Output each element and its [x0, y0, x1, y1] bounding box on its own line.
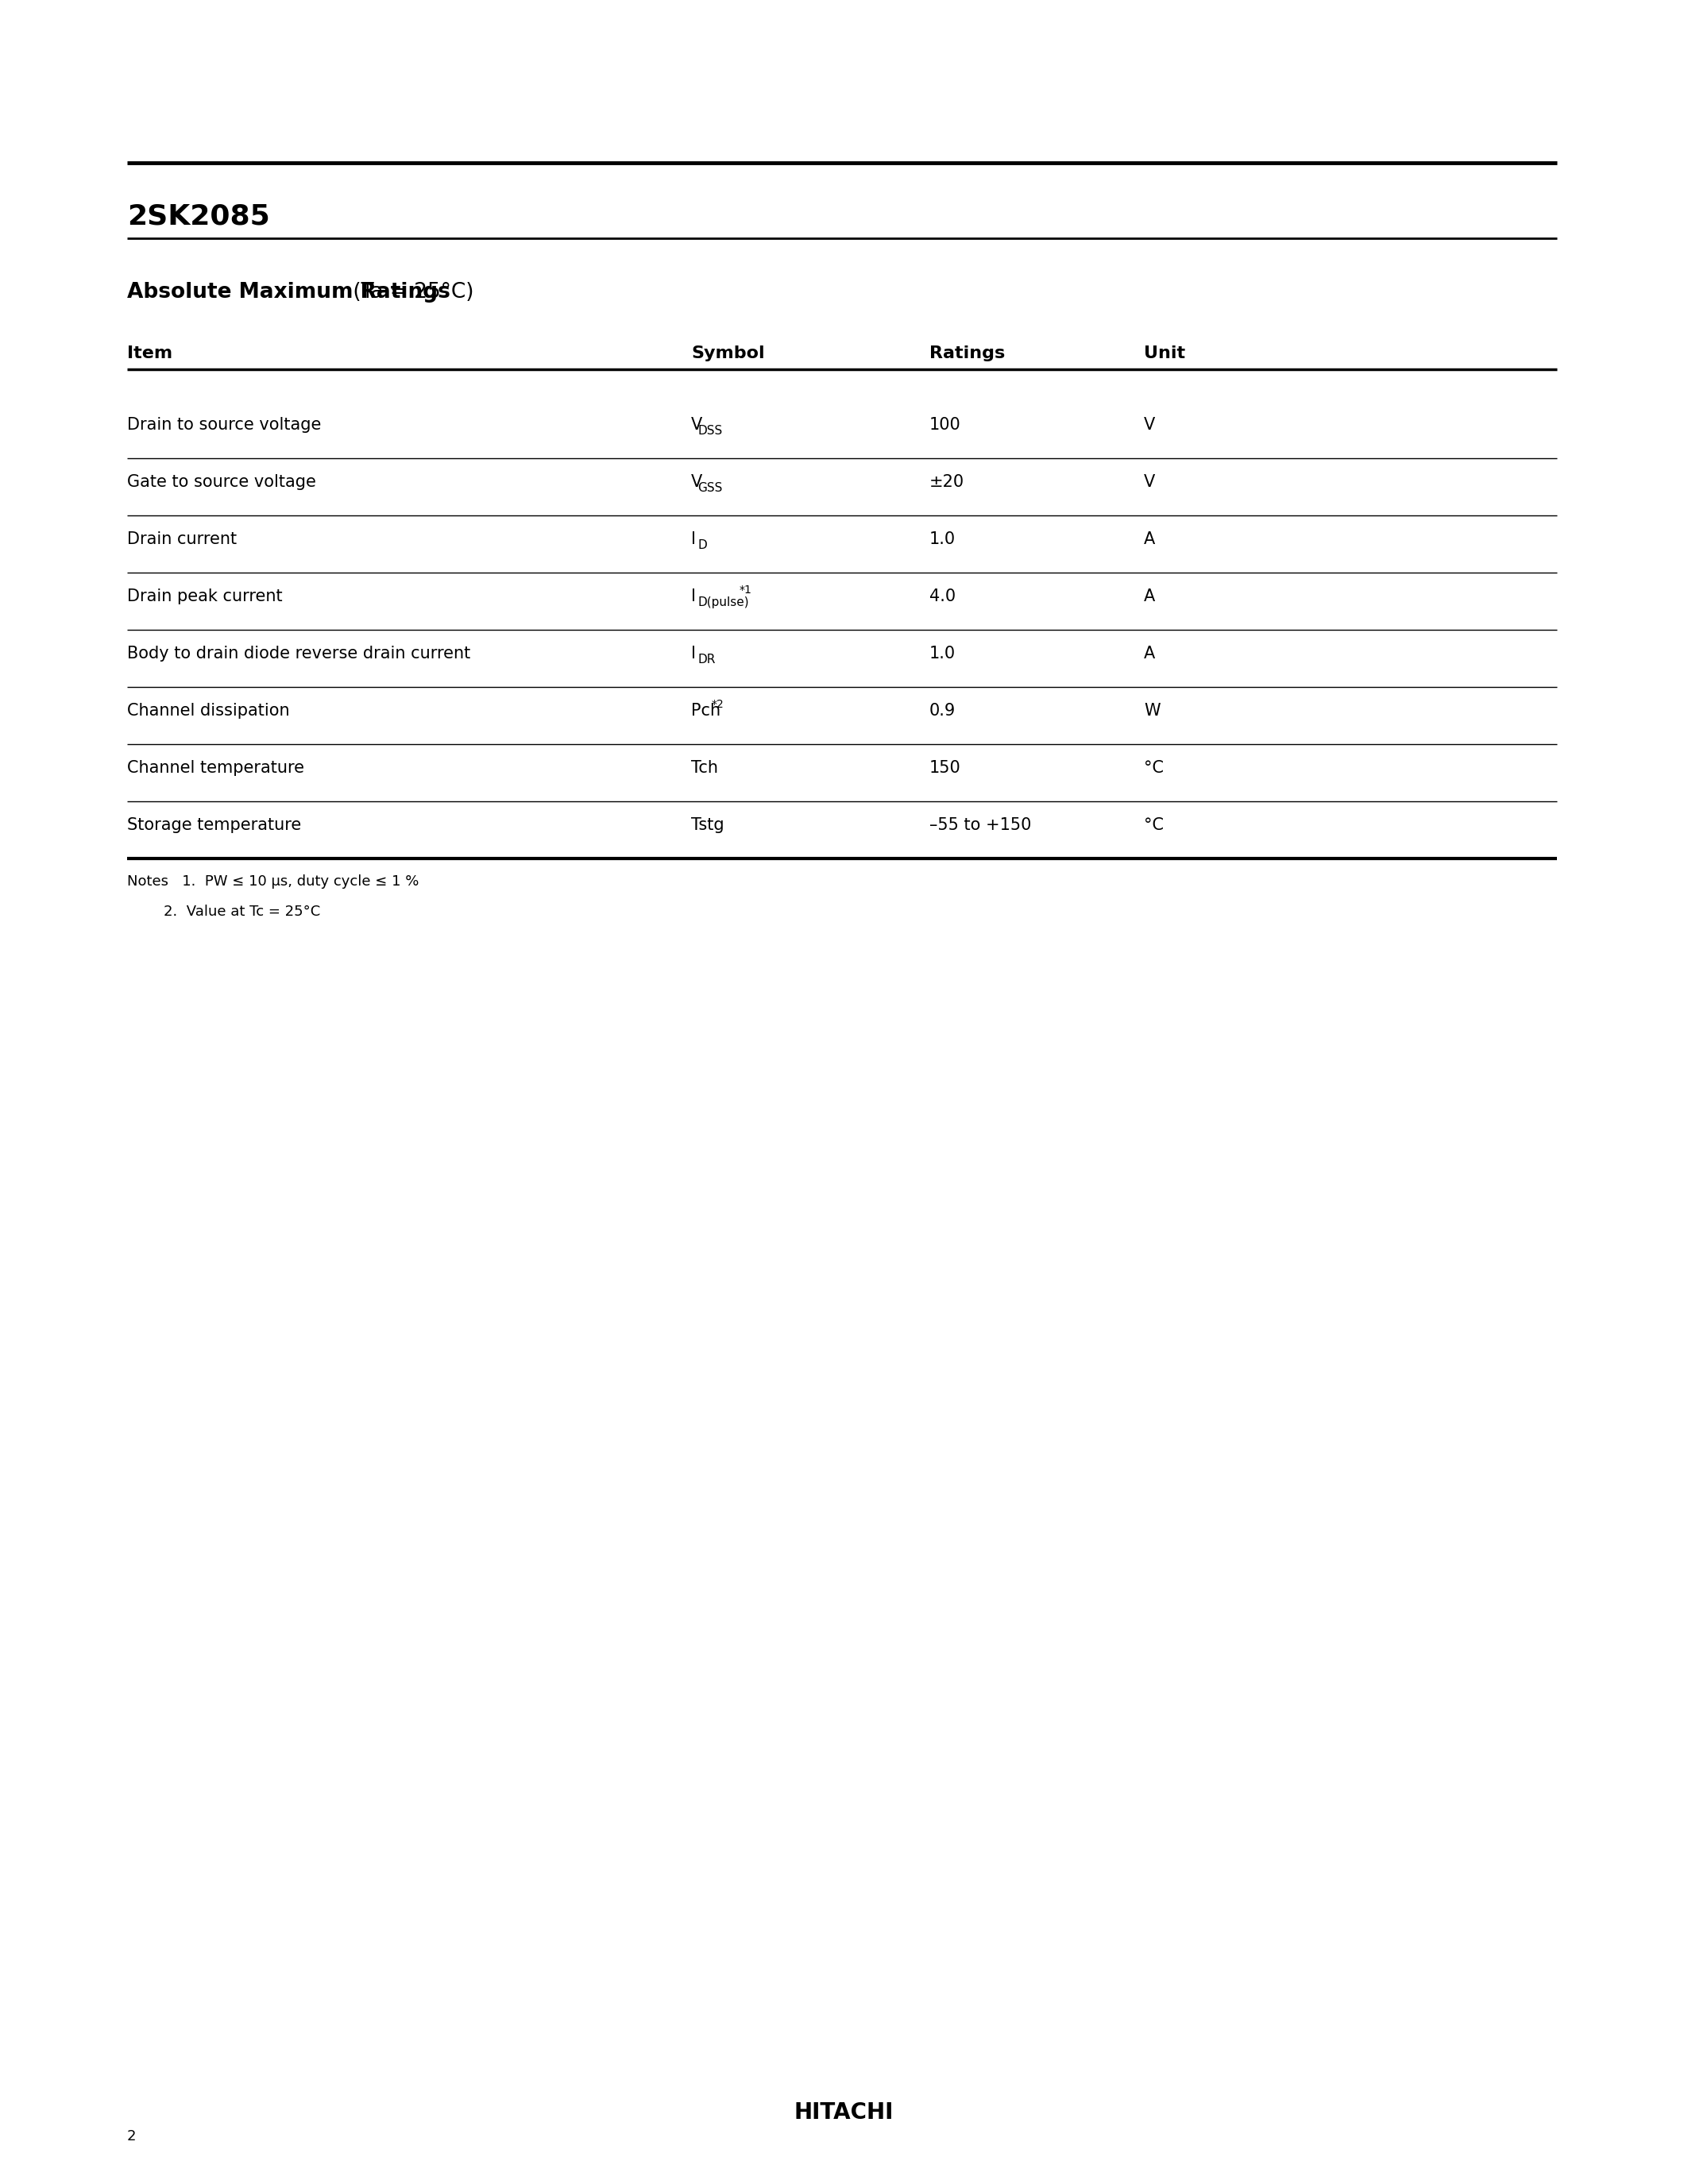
Text: HITACHI: HITACHI — [795, 2101, 895, 2123]
Text: Drain to source voltage: Drain to source voltage — [127, 417, 321, 432]
Text: I: I — [690, 590, 695, 605]
Text: *2: *2 — [711, 699, 724, 710]
Text: 4.0: 4.0 — [930, 590, 955, 605]
Text: 1.0: 1.0 — [930, 531, 955, 548]
Text: (Ta = 25°C): (Ta = 25°C) — [346, 282, 474, 304]
Text: Pch: Pch — [690, 703, 721, 719]
Text: GSS: GSS — [697, 483, 722, 494]
Text: 100: 100 — [930, 417, 960, 432]
Text: V: V — [690, 417, 702, 432]
Text: A: A — [1144, 531, 1155, 548]
Text: Channel temperature: Channel temperature — [127, 760, 304, 775]
Text: –55 to +150: –55 to +150 — [930, 817, 1031, 834]
Text: Storage temperature: Storage temperature — [127, 817, 300, 834]
Text: Item: Item — [127, 345, 172, 360]
Text: DR: DR — [697, 653, 716, 666]
Text: Drain peak current: Drain peak current — [127, 590, 282, 605]
Text: A: A — [1144, 646, 1155, 662]
Text: 0.9: 0.9 — [930, 703, 955, 719]
Text: A: A — [1144, 590, 1155, 605]
Text: V: V — [690, 474, 702, 489]
Text: 2SK2085: 2SK2085 — [127, 203, 270, 229]
Text: Drain current: Drain current — [127, 531, 236, 548]
Text: Symbol: Symbol — [690, 345, 765, 360]
Text: D(pulse): D(pulse) — [697, 596, 749, 607]
Text: V: V — [1144, 417, 1155, 432]
Text: Absolute Maximum Ratings: Absolute Maximum Ratings — [127, 282, 451, 304]
Text: DSS: DSS — [697, 424, 722, 437]
Text: 150: 150 — [930, 760, 960, 775]
Text: °C: °C — [1144, 760, 1163, 775]
Text: °C: °C — [1144, 817, 1163, 834]
Text: V: V — [1144, 474, 1155, 489]
Text: *1: *1 — [739, 585, 751, 596]
Text: ±20: ±20 — [930, 474, 964, 489]
Text: I: I — [690, 531, 695, 548]
Text: 2: 2 — [127, 2129, 137, 2143]
Text: Gate to source voltage: Gate to source voltage — [127, 474, 316, 489]
Text: 2.  Value at Tc = 25°C: 2. Value at Tc = 25°C — [127, 904, 321, 919]
Text: Ratings: Ratings — [930, 345, 1004, 360]
Text: Tstg: Tstg — [690, 817, 724, 834]
Text: I: I — [690, 646, 695, 662]
Text: Tch: Tch — [690, 760, 717, 775]
Text: Notes   1.  PW ≤ 10 μs, duty cycle ≤ 1 %: Notes 1. PW ≤ 10 μs, duty cycle ≤ 1 % — [127, 874, 419, 889]
Text: W: W — [1144, 703, 1160, 719]
Text: Body to drain diode reverse drain current: Body to drain diode reverse drain curren… — [127, 646, 471, 662]
Text: Channel dissipation: Channel dissipation — [127, 703, 290, 719]
Text: D: D — [697, 539, 707, 550]
Text: Unit: Unit — [1144, 345, 1185, 360]
Text: 1.0: 1.0 — [930, 646, 955, 662]
